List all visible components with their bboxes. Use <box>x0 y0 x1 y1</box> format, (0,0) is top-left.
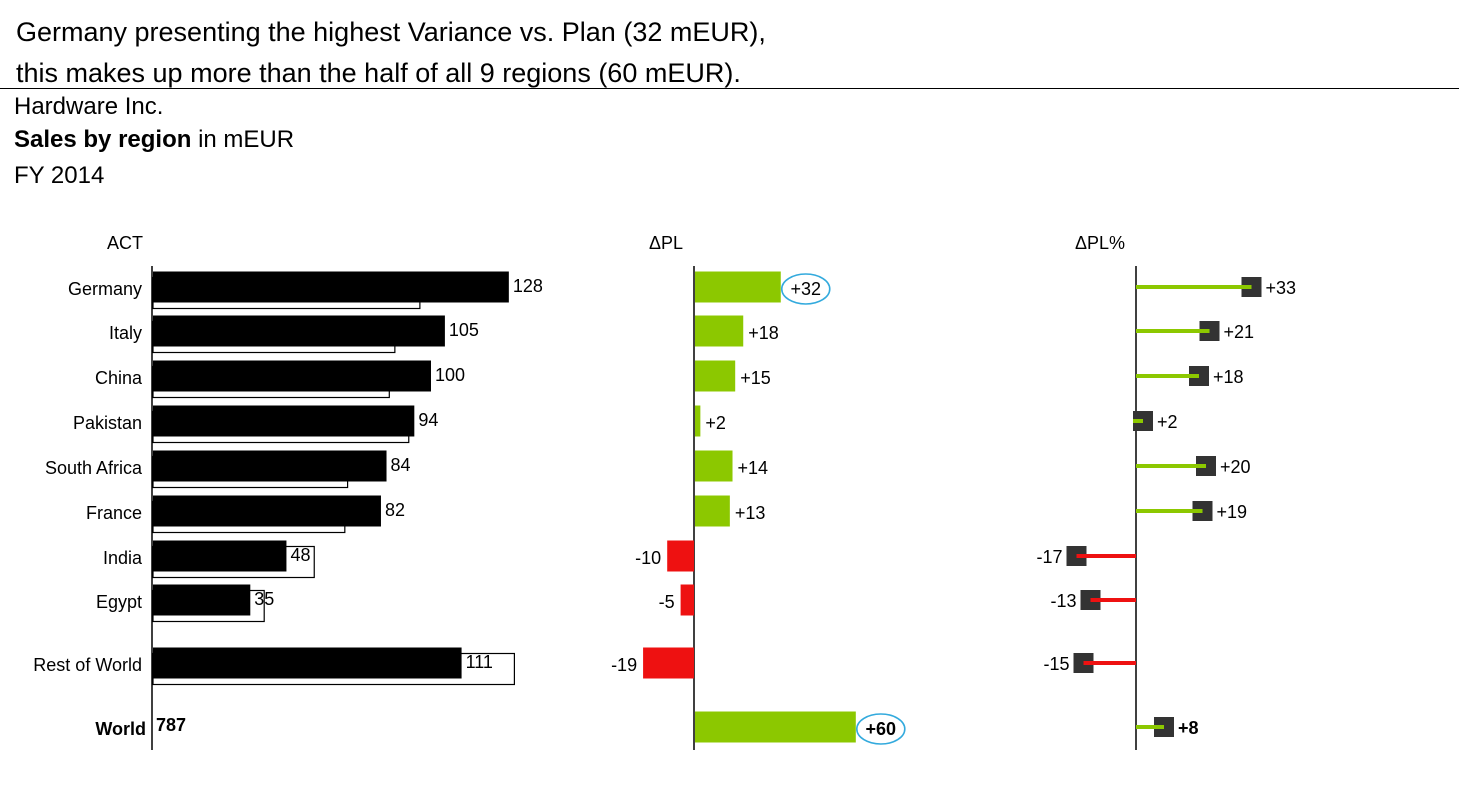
dpl-pct-value-south-africa: +20 <box>1220 457 1251 477</box>
act-bar-egypt <box>153 584 251 616</box>
category-label-india: India <box>103 548 143 568</box>
headline-line-1: Germany presenting the highest Variance … <box>16 17 766 47</box>
dpl-pct-header: ΔPL% <box>1075 233 1125 253</box>
dpl-value-rest-of-world: -19 <box>611 655 637 675</box>
dpl-bar-italy <box>695 315 744 347</box>
act-value-pakistan: 94 <box>418 410 438 430</box>
category-label-china: China <box>95 368 143 388</box>
dpl-value-germany: +32 <box>790 279 821 299</box>
period-label: FY 2014 <box>14 162 105 189</box>
measure-bold: Sales by region <box>14 126 192 153</box>
act-header: ACT <box>107 233 143 253</box>
measure-title: Sales by region in mEUR <box>14 123 294 157</box>
dpl-pct-value-india: -17 <box>1036 547 1062 567</box>
act-value-egypt: 35 <box>254 589 274 609</box>
headline-divider <box>0 88 1459 89</box>
dpl-pct-value-italy: +21 <box>1224 322 1255 342</box>
headline-line-2: this makes up more than the half of all … <box>16 58 741 88</box>
dpl-pct-value-egypt: -13 <box>1050 591 1076 611</box>
dpl-value-world: +60 <box>866 719 897 739</box>
category-label-egypt: Egypt <box>96 592 142 612</box>
dpl-pct-value-france: +19 <box>1217 502 1248 522</box>
category-label-italy: Italy <box>109 323 142 343</box>
act-value-france: 82 <box>385 500 405 520</box>
dpl-bar-germany <box>695 271 781 303</box>
dpl-value-south-africa: +14 <box>738 458 769 478</box>
category-label-pakistan: Pakistan <box>73 413 142 433</box>
act-bar-india <box>153 540 287 572</box>
category-label-world: World <box>95 719 146 739</box>
act-value-south-africa: 84 <box>391 455 411 475</box>
dpl-bar-rest-of-world <box>643 647 694 679</box>
act-value-india: 48 <box>290 545 310 565</box>
act-value-italy: 105 <box>449 320 479 340</box>
dpl-value-china: +15 <box>740 368 771 388</box>
act-bar-rest-of-world <box>153 647 462 679</box>
dpl-bar-india <box>667 540 694 572</box>
act-value-germany: 128 <box>513 276 543 296</box>
dpl-pct-value-china: +18 <box>1213 367 1244 387</box>
act-value-rest-of-world: 111 <box>466 652 493 672</box>
act-bar-france <box>153 495 381 527</box>
dpl-value-italy: +18 <box>748 323 779 343</box>
dpl-value-india: -10 <box>635 548 661 568</box>
measure-unit: in mEUR <box>191 126 295 153</box>
dpl-bar-france <box>695 495 730 527</box>
dpl-bar-south-africa <box>695 450 733 482</box>
dpl-value-france: +13 <box>735 503 766 523</box>
act-value-china: 100 <box>435 365 465 385</box>
category-label-germany: Germany <box>68 279 142 299</box>
dpl-value-egypt: -5 <box>659 592 675 612</box>
dpl-pct-value-pakistan: +2 <box>1157 412 1178 432</box>
dpl-pct-value-germany: +33 <box>1266 278 1297 298</box>
act-value-world: 787 <box>156 715 186 735</box>
act-bar-south-africa <box>153 450 387 482</box>
category-label-rest-of-world: Rest of World <box>33 655 142 675</box>
dpl-bar-pakistan <box>695 405 701 437</box>
highlight-circle-world <box>855 713 906 745</box>
act-bar-china <box>153 360 431 392</box>
dpl-pct-value-rest-of-world: -15 <box>1043 654 1069 674</box>
dpl-bar-world <box>695 711 856 743</box>
company-name: Hardware Inc. <box>14 93 164 120</box>
category-label-south-africa: South Africa <box>45 458 143 478</box>
dpl-bar-china <box>695 360 736 392</box>
dpl-bar-egypt <box>680 584 694 616</box>
dpl-header: ΔPL <box>649 233 683 253</box>
act-bar-pakistan <box>153 405 415 437</box>
act-bar-italy <box>153 315 445 347</box>
dpl-value-pakistan: +2 <box>705 413 726 433</box>
category-label-france: France <box>86 503 142 523</box>
highlight-circle-germany <box>780 273 831 305</box>
dpl-pct-value-world: +8 <box>1178 718 1199 738</box>
act-bar-germany <box>153 271 509 303</box>
